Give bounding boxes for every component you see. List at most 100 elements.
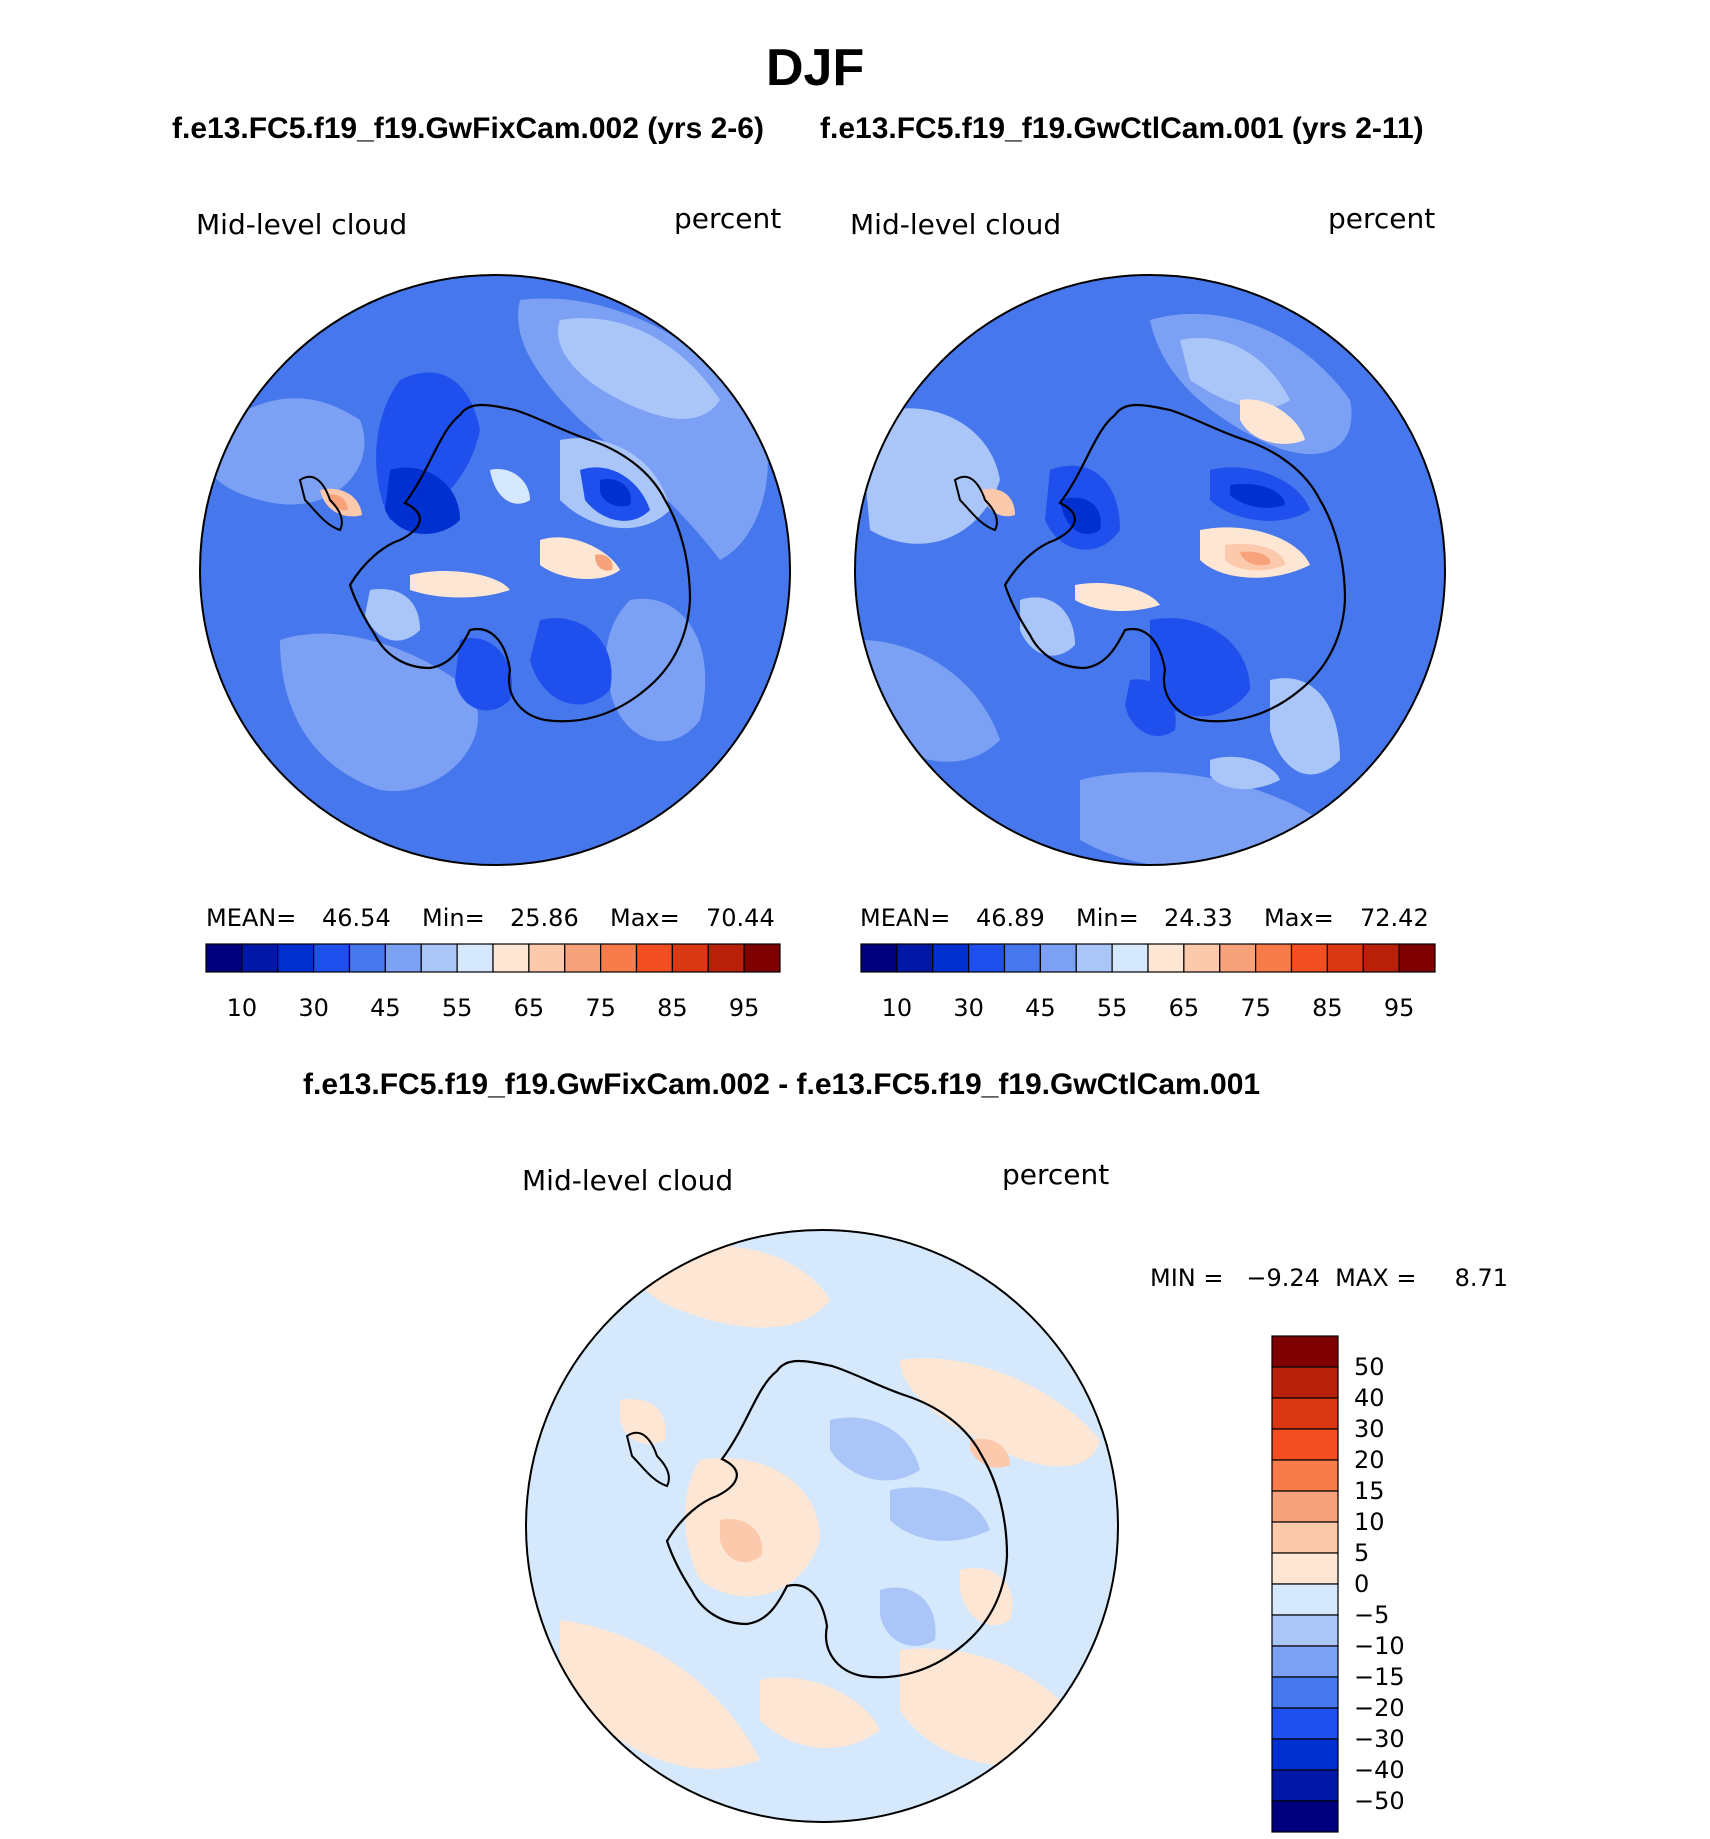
colorbar-right-tick-label: 75 [1240, 994, 1271, 1022]
colorbar-left-swatch [671, 943, 709, 973]
colorbar-diff-swatch [1271, 1769, 1339, 1802]
panel-left-max-label: Max= [610, 904, 680, 932]
map-right-border [854, 274, 1446, 866]
colorbar-right-swatch [1398, 943, 1436, 973]
colorbar-right-swatch [1219, 943, 1257, 973]
colorbar-diff-tick-label: −20 [1354, 1694, 1405, 1722]
map-diff-border [525, 1229, 1119, 1823]
colorbar-left-swatch [635, 943, 673, 973]
panel-diff-range: MIN = −9.24 MAX = 8.71 [1150, 1264, 1509, 1292]
colorbar-left-swatch [743, 943, 781, 973]
colorbar-diff-swatch [1271, 1676, 1339, 1709]
panel-left-min-label: Min= [422, 904, 485, 932]
colorbar-left-tick-label: 55 [442, 994, 473, 1022]
colorbar-diff-swatch [1271, 1366, 1339, 1399]
colorbar-right-tick-label: 30 [953, 994, 984, 1022]
panel-left-min: 25.86 [510, 904, 579, 932]
colorbar-diff-swatch [1271, 1397, 1339, 1430]
colorbar-diff-swatch [1271, 1583, 1339, 1616]
colorbar-diff-tick-label: −10 [1354, 1632, 1405, 1660]
panel-left-variable: Mid-level cloud [196, 208, 408, 241]
colorbar-right: 10 30 45 55 65 75 85 95 [860, 943, 1436, 1022]
panel-left-case-title: f.e13.FC5.f19_f19.GwFixCam.002 (yrs 2-6) [172, 112, 764, 145]
colorbar-left-swatch [348, 943, 386, 973]
colorbar-right-swatch [1290, 943, 1328, 973]
colorbar-left-swatch [456, 943, 494, 973]
panel-right-min-label: Min= [1076, 904, 1139, 932]
map-diff [525, 1229, 1119, 1823]
colorbar-diff-swatch [1271, 1335, 1339, 1368]
colorbar-left-swatch [384, 943, 422, 973]
colorbar-diff-tick-label: 30 [1354, 1415, 1385, 1443]
colorbar-left-swatch [277, 943, 315, 973]
colorbar-diff-tick-label: 0 [1354, 1570, 1369, 1598]
colorbar-left-swatch [528, 943, 566, 973]
colorbar-right-tick-label: 45 [1025, 994, 1056, 1022]
colorbar-right-swatch [1003, 943, 1041, 973]
panel-right-mean: 46.89 [976, 904, 1045, 932]
colorbar-left-swatch [564, 943, 602, 973]
colorbar-left-swatch [420, 943, 458, 973]
colorbar-diff-swatch [1271, 1614, 1339, 1647]
colorbar-left-tick-label: 75 [585, 994, 616, 1022]
panel-left-max: 70.44 [706, 904, 775, 932]
panel-right-max-label: Max= [1264, 904, 1334, 932]
colorbar-diff-tick-label: −15 [1354, 1663, 1405, 1691]
colorbar-diff-tick-label: 5 [1354, 1539, 1369, 1567]
panel-left-mean: 46.54 [322, 904, 391, 932]
colorbar-diff-swatch [1271, 1459, 1339, 1492]
colorbar-diff-tick-label: 50 [1354, 1353, 1385, 1381]
antarctica-coastline-left [348, 403, 692, 723]
colorbar-diff-tick-label: −40 [1354, 1756, 1405, 1784]
colorbar-right-swatch [860, 943, 898, 973]
colorbar-right-swatch [932, 943, 970, 973]
colorbar-left-swatch [205, 943, 243, 973]
colorbar-right-tick-label: 95 [1384, 994, 1415, 1022]
colorbar-right-swatch [1147, 943, 1185, 973]
colorbar-left-swatch [313, 943, 351, 973]
colorbar-diff-tick-label: 20 [1354, 1446, 1385, 1474]
colorbar-right-tick-label: 65 [1169, 994, 1200, 1022]
colorbar-diff-swatch [1271, 1738, 1339, 1771]
colorbar-diff-swatch [1271, 1552, 1339, 1585]
colorbar-diff-swatch [1271, 1521, 1339, 1554]
colorbar-diff-swatch [1271, 1800, 1339, 1833]
colorbar-right-tick-label: 55 [1097, 994, 1128, 1022]
season-title: DJF [766, 39, 865, 97]
colorbar-diff-tick-label: 10 [1354, 1508, 1385, 1536]
colorbar-right-tick-label: 10 [882, 994, 913, 1022]
colorbar-right-swatch [1075, 943, 1113, 973]
panel-right-mean-label: MEAN= [860, 904, 951, 932]
panel-diff-title: f.e13.FC5.f19_f19.GwFixCam.002 - f.e13.F… [303, 1068, 1261, 1101]
colorbar-left-swatch [600, 943, 638, 973]
panel-diff-variable: Mid-level cloud [522, 1164, 734, 1197]
panel-left-mean-label: MEAN= [206, 904, 297, 932]
colorbar-diff-tick-label: 15 [1354, 1477, 1385, 1505]
colorbar-right-swatch [968, 943, 1006, 973]
colorbar-right-tick-label: 85 [1312, 994, 1343, 1022]
colorbar-right-swatch [1326, 943, 1364, 973]
colorbar-right-swatch [896, 943, 934, 973]
colorbar-right-swatch [1111, 943, 1149, 973]
panel-right-max: 72.42 [1360, 904, 1429, 932]
panel-right-units: percent [1328, 202, 1436, 235]
map-left [199, 274, 791, 866]
colorbar-diff-swatch [1271, 1428, 1339, 1461]
panel-right-min: 24.33 [1164, 904, 1233, 932]
colorbar-left-tick-label: 95 [729, 994, 760, 1022]
colorbar-diff-swatch [1271, 1490, 1339, 1523]
colorbar-diff-tick-label: 40 [1354, 1384, 1385, 1412]
colorbar-diff-tick-label: −30 [1354, 1725, 1405, 1753]
colorbar-left-tick-label: 45 [370, 994, 401, 1022]
colorbar-left-swatch [492, 943, 530, 973]
colorbar-right-swatch [1362, 943, 1400, 973]
map-right [854, 274, 1446, 866]
colorbar-diff-swatch [1271, 1707, 1339, 1740]
panel-diff-units: percent [1002, 1158, 1110, 1191]
colorbar-left: 10 30 45 55 65 75 85 95 [205, 943, 781, 1022]
colorbar-diff-tick-label: −5 [1354, 1601, 1389, 1629]
colorbar-left-swatch [241, 943, 279, 973]
map-left-border [199, 274, 791, 866]
